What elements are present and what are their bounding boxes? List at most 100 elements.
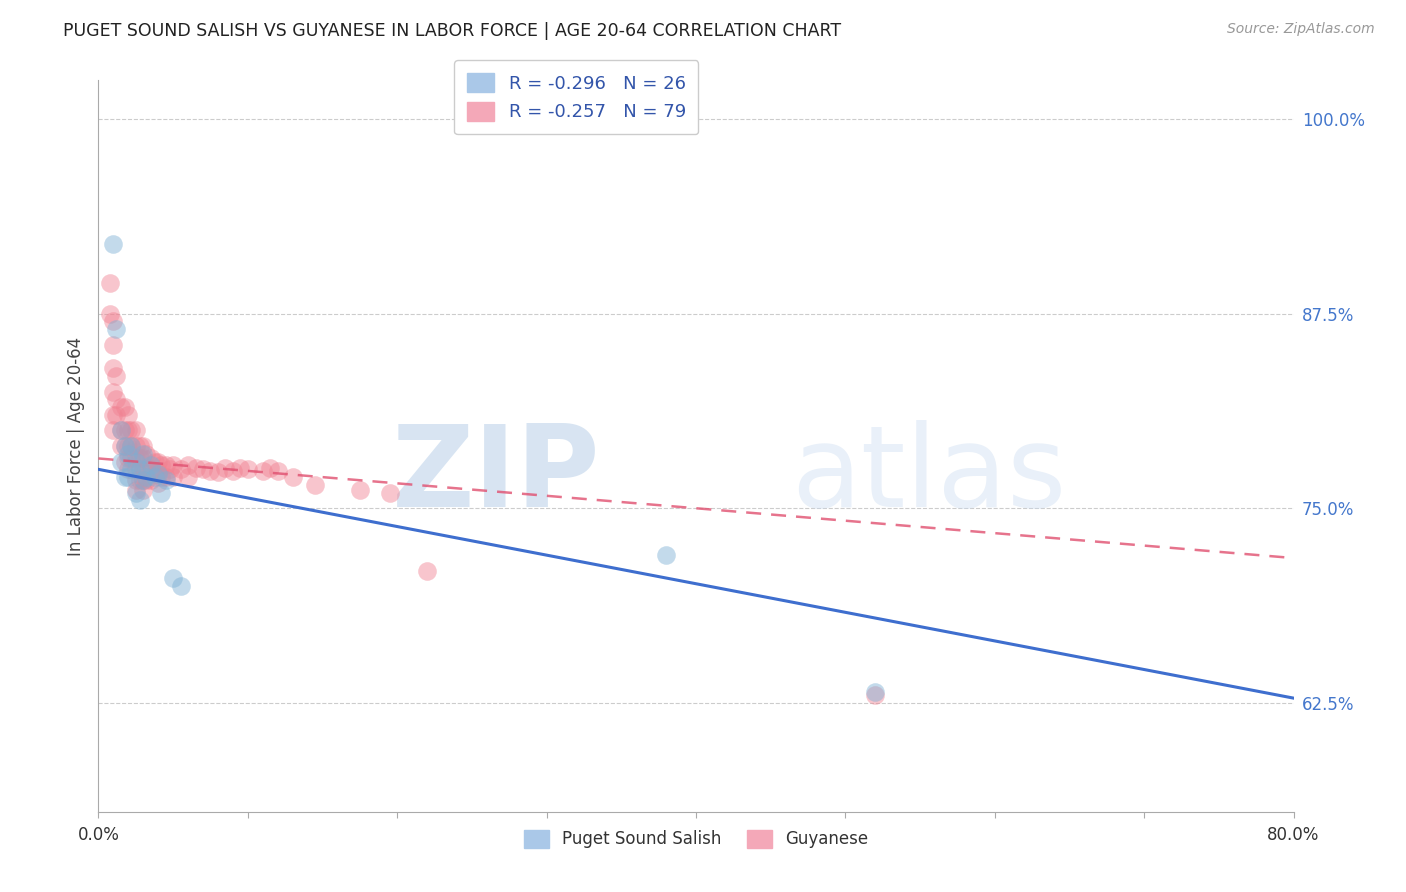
Point (236, 462, 259, 476)
Point (184, 460, 207, 475)
Point (110, 439, 132, 453)
Point (200, 464, 222, 478)
Point (125, 462, 148, 476)
Point (114, 400, 136, 414)
Text: Source: ZipAtlas.com: Source: ZipAtlas.com (1227, 22, 1375, 37)
Point (125, 483, 148, 497)
Point (139, 458, 162, 472)
Point (105, 368, 128, 383)
Point (207, 466, 229, 480)
Point (114, 470, 136, 484)
Point (155, 473, 177, 487)
Point (129, 493, 152, 508)
Legend: Puget Sound Salish, Guyanese: Puget Sound Salish, Guyanese (513, 820, 879, 858)
Point (129, 473, 152, 487)
Point (103, 338, 125, 352)
Point (148, 466, 170, 480)
Point (120, 424, 142, 438)
Point (114, 454, 136, 468)
Point (105, 322, 128, 336)
Point (105, 392, 128, 407)
Point (177, 458, 200, 472)
Point (110, 424, 132, 438)
Point (169, 462, 191, 476)
Text: ZIP: ZIP (392, 420, 600, 531)
Point (117, 451, 139, 466)
Point (110, 454, 132, 468)
Point (125, 439, 148, 453)
Text: PUGET SOUND SALISH VS GUYANESE IN LABOR FORCE | AGE 20-64 CORRELATION CHART: PUGET SOUND SALISH VS GUYANESE IN LABOR … (63, 22, 841, 40)
Point (125, 473, 148, 487)
Point (865, 685, 887, 699)
Point (120, 451, 142, 466)
Point (159, 462, 181, 476)
Point (132, 439, 155, 453)
Point (139, 462, 162, 476)
Point (267, 464, 290, 478)
Point (98, 307, 122, 321)
Point (222, 464, 245, 478)
Point (120, 439, 142, 453)
Point (114, 439, 136, 453)
Point (281, 470, 304, 484)
Point (132, 451, 155, 466)
Point (105, 408, 128, 422)
Point (117, 424, 139, 438)
Point (135, 473, 157, 487)
Point (110, 424, 132, 438)
Point (132, 447, 155, 461)
Point (349, 483, 371, 497)
Point (148, 467, 170, 481)
Point (150, 470, 173, 484)
Point (125, 485, 148, 500)
Point (148, 476, 170, 491)
Point (132, 483, 155, 497)
Point (117, 408, 139, 422)
Point (103, 408, 125, 422)
Point (120, 462, 142, 476)
Point (655, 548, 678, 562)
Point (117, 470, 139, 484)
Point (103, 361, 125, 376)
Point (143, 454, 166, 468)
Point (143, 470, 166, 484)
Point (150, 485, 173, 500)
Point (125, 451, 148, 466)
Point (177, 470, 200, 484)
Point (103, 314, 125, 328)
Point (125, 424, 148, 438)
Point (304, 478, 326, 492)
Point (135, 470, 157, 484)
Point (162, 470, 184, 484)
Point (143, 467, 166, 481)
Point (135, 447, 157, 461)
Point (117, 447, 139, 461)
Point (117, 462, 139, 476)
Point (155, 470, 177, 484)
Point (191, 462, 214, 476)
Point (125, 454, 148, 468)
Point (103, 236, 125, 251)
Point (132, 473, 155, 487)
Point (378, 485, 401, 500)
Point (135, 462, 157, 476)
Point (150, 458, 173, 472)
Text: atlas: atlas (792, 420, 1067, 531)
Point (132, 473, 155, 487)
Point (148, 454, 170, 468)
Point (139, 451, 162, 466)
Point (129, 439, 152, 453)
Point (117, 439, 139, 453)
Point (129, 462, 152, 476)
Point (132, 462, 155, 476)
Point (139, 473, 162, 487)
Point (252, 464, 274, 478)
Point (169, 579, 191, 593)
Point (114, 424, 136, 438)
Point (155, 458, 177, 472)
Point (214, 460, 236, 475)
Point (162, 571, 184, 585)
Point (110, 400, 132, 414)
Point (129, 462, 152, 476)
Point (103, 424, 125, 438)
